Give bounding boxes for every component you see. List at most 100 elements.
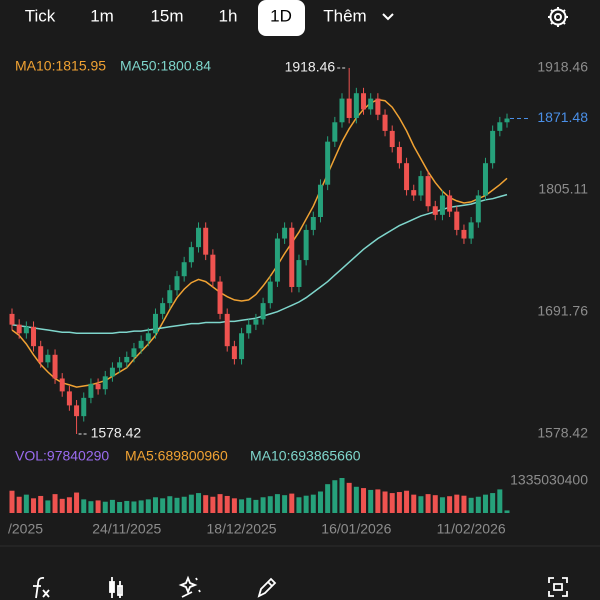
settings-icon[interactable] [548,7,568,27]
fullscreen-icon[interactable] [548,577,568,597]
volume-bar [59,498,65,513]
chevron [382,13,394,21]
candle-body [260,303,266,320]
volume-bar [368,489,374,513]
volume-bar [188,494,194,513]
candle-body [138,340,144,349]
candle-body [102,376,108,390]
volume-bar [339,478,345,513]
volume-bar [361,488,367,513]
candle-body [461,229,467,239]
volume-bar [138,500,144,513]
candle-body [52,354,58,379]
volume-bar [461,495,467,513]
candle-body [181,262,187,277]
candle-body [81,397,87,417]
ma-line [11,98,508,388]
volume-bar [231,498,237,513]
candle-body [425,176,431,207]
tab-selected-bg [258,0,305,36]
volume-bar [52,494,58,513]
more-menu[interactable]: Thêm [323,6,366,25]
volume-bar [260,497,266,513]
volume-bar [274,494,280,513]
candle-body [23,326,29,334]
x-tick-label: /2025 [8,521,43,537]
candle-body [231,346,237,360]
candle-icon[interactable] [109,577,123,598]
volume-bar [203,495,209,513]
tab[interactable]: 1m [90,6,114,25]
tab[interactable]: 1h [219,6,238,25]
candle-body [389,130,395,148]
x-tick-label: 24/11/2025 [92,521,161,537]
vol-legend: VOL:97840290 [15,448,109,464]
volume-bar [353,486,359,513]
toolbar: Tick 1m 15m 1h 1D Thêm [25,0,568,36]
volume-bar [325,484,331,513]
candle-body [396,147,402,164]
volume-bar [475,496,481,513]
candle-body [303,229,309,261]
vol-tick-label: 1335030400 [510,472,588,488]
y-tick-label: 1918.46 [537,59,588,75]
candle-body [368,98,374,110]
candle-body [418,176,424,196]
y-tick-label: 1805.11 [538,181,588,197]
candle-body [246,324,252,334]
candle-body [88,383,94,398]
volume-bar [124,500,130,513]
candle-body [152,313,158,334]
candle-body [475,195,481,223]
candle-body [439,195,445,215]
volume-bar [95,500,101,513]
candle-body [109,367,115,377]
candle-body [404,163,410,191]
candle-body [188,247,194,263]
candle-body [196,227,202,248]
ai-icon[interactable] [178,575,201,598]
candle-body [482,163,488,196]
volume-bar [160,498,166,513]
volume-bar [490,493,496,513]
candle-body [267,281,273,304]
volume-bar [404,490,410,513]
volume-bar [310,494,316,513]
volume-bar [131,501,137,513]
volume-bar [224,495,230,513]
tab[interactable]: 15m [150,6,183,25]
candle-body [145,333,151,341]
tab-selected[interactable]: 1D [270,6,292,25]
volume-bar [31,498,37,513]
volume-bar [504,510,510,513]
candle-body [310,217,316,230]
draw-icon[interactable] [257,577,277,598]
volume-bar [88,501,94,513]
volume-bar [174,497,180,513]
x-tick-label: 18/12/2025 [207,521,277,537]
low-label: 1578.42 [91,425,142,441]
volume-bar [425,494,431,513]
volume-bar [332,480,338,513]
vol-legend: MA5:689800960 [125,448,228,464]
candle-body [361,93,367,110]
volume-bar [382,491,388,513]
candle-body [325,141,331,185]
candle-body [38,346,44,363]
tab[interactable]: Tick [25,6,56,25]
volume-bar [196,493,202,513]
volume-bar [9,490,15,513]
candle-body [124,356,130,363]
indicator-icon[interactable] [33,576,50,599]
x-tick-label: 11/02/2026 [437,521,506,537]
candle-body [382,114,388,131]
candle-body [468,222,474,239]
candle-body [346,98,352,118]
candle-body [74,405,80,417]
candle-body [95,383,101,390]
candle-body [296,260,302,287]
high-label: 1918.46 [285,59,336,75]
y-tick-label: 1691.76 [537,303,588,319]
volume-bar [396,492,402,513]
